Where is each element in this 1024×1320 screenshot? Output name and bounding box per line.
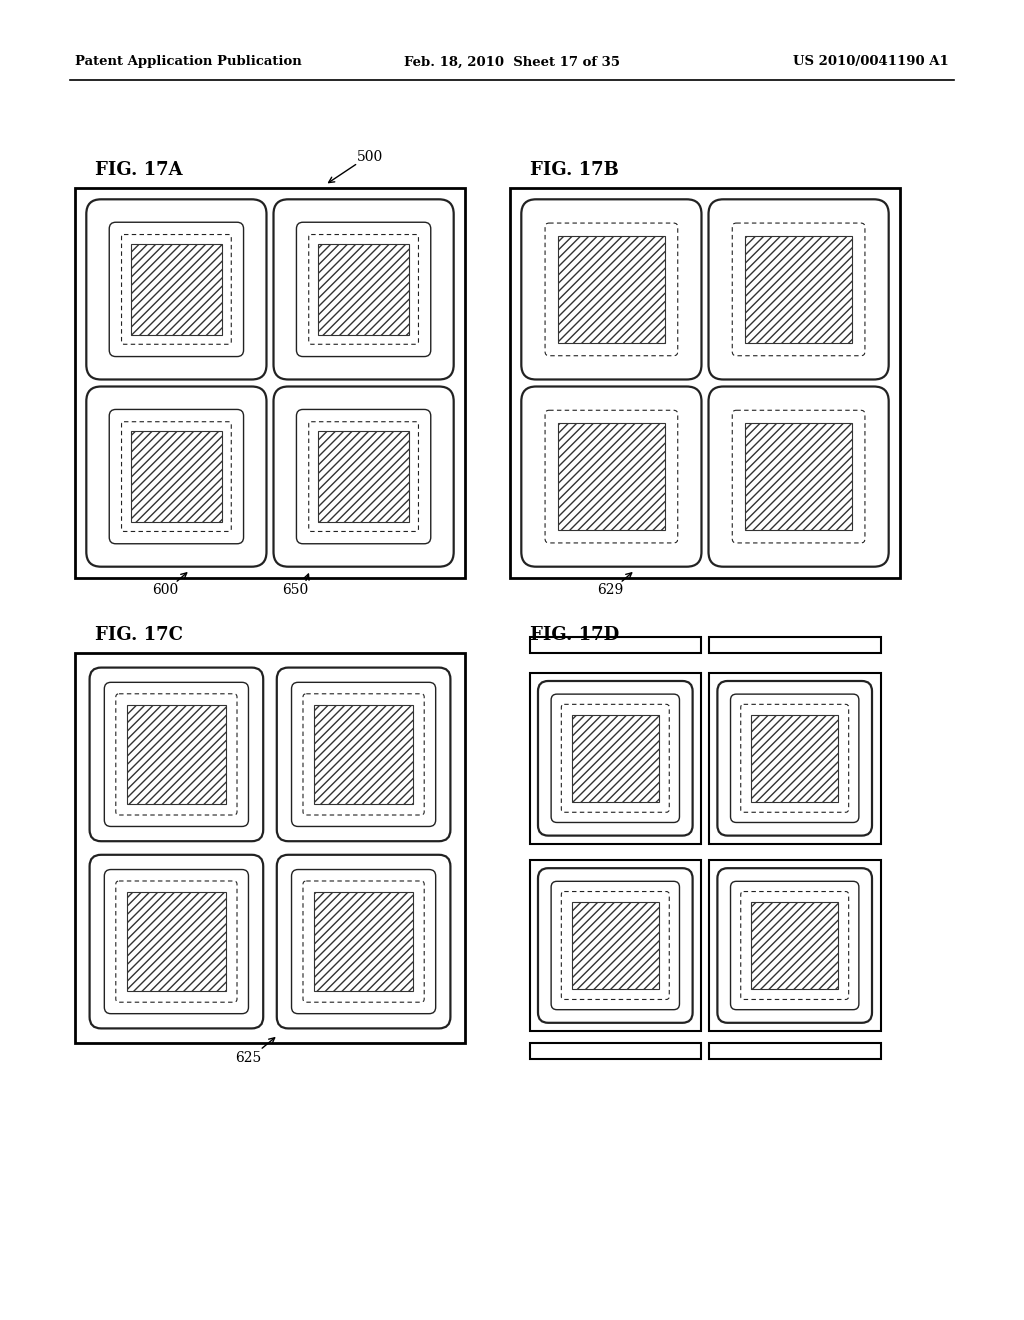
FancyBboxPatch shape [303, 880, 424, 1002]
Text: 629: 629 [597, 583, 624, 597]
FancyBboxPatch shape [545, 223, 678, 355]
Bar [314, 892, 413, 991]
FancyBboxPatch shape [718, 869, 872, 1023]
FancyBboxPatch shape [110, 409, 244, 544]
Bar [130, 243, 222, 335]
FancyBboxPatch shape [308, 235, 419, 345]
Bar [75, 187, 465, 578]
Bar [317, 430, 410, 523]
FancyBboxPatch shape [732, 223, 865, 355]
Text: Patent Application Publication: Patent Application Publication [75, 55, 302, 69]
FancyBboxPatch shape [538, 681, 692, 836]
Bar [314, 705, 413, 804]
Bar [745, 236, 852, 343]
Bar [558, 424, 665, 529]
FancyBboxPatch shape [296, 409, 431, 544]
Bar [529, 859, 701, 1031]
Text: FIG. 17C: FIG. 17C [95, 626, 183, 644]
FancyBboxPatch shape [86, 387, 266, 566]
Bar [751, 714, 839, 803]
FancyBboxPatch shape [296, 222, 431, 356]
FancyBboxPatch shape [561, 705, 670, 812]
FancyBboxPatch shape [86, 199, 266, 379]
Bar [571, 714, 659, 803]
FancyBboxPatch shape [740, 705, 849, 812]
Bar [127, 705, 225, 804]
FancyBboxPatch shape [709, 199, 889, 379]
FancyBboxPatch shape [116, 880, 237, 1002]
FancyBboxPatch shape [104, 682, 249, 826]
FancyBboxPatch shape [551, 694, 680, 822]
FancyBboxPatch shape [561, 891, 670, 999]
FancyBboxPatch shape [273, 199, 454, 379]
Text: FIG. 17B: FIG. 17B [530, 161, 618, 180]
FancyBboxPatch shape [89, 668, 263, 841]
FancyBboxPatch shape [730, 694, 859, 822]
Bar [751, 902, 839, 989]
FancyBboxPatch shape [521, 387, 701, 566]
Bar [709, 672, 881, 843]
Bar [709, 859, 881, 1031]
FancyBboxPatch shape [116, 694, 237, 814]
Text: FIG. 17A: FIG. 17A [95, 161, 182, 180]
FancyBboxPatch shape [545, 411, 678, 543]
FancyBboxPatch shape [303, 694, 424, 814]
FancyBboxPatch shape [276, 855, 451, 1028]
FancyBboxPatch shape [292, 870, 435, 1014]
Bar [529, 672, 701, 843]
Bar [130, 430, 222, 523]
Bar [317, 243, 410, 335]
Bar [529, 638, 701, 653]
Bar [709, 638, 881, 653]
FancyBboxPatch shape [110, 222, 244, 356]
Bar [745, 424, 852, 529]
FancyBboxPatch shape [521, 199, 701, 379]
Text: Feb. 18, 2010  Sheet 17 of 35: Feb. 18, 2010 Sheet 17 of 35 [404, 55, 620, 69]
FancyBboxPatch shape [740, 891, 849, 999]
Text: 600: 600 [152, 583, 178, 597]
FancyBboxPatch shape [122, 235, 231, 345]
Text: 625: 625 [234, 1051, 261, 1065]
Bar [510, 187, 900, 578]
FancyBboxPatch shape [273, 387, 454, 566]
FancyBboxPatch shape [718, 681, 872, 836]
Bar [558, 236, 665, 343]
FancyBboxPatch shape [104, 870, 249, 1014]
Text: US 2010/0041190 A1: US 2010/0041190 A1 [794, 55, 949, 69]
FancyBboxPatch shape [292, 682, 435, 826]
FancyBboxPatch shape [730, 882, 859, 1010]
Bar [75, 653, 465, 1043]
FancyBboxPatch shape [709, 387, 889, 566]
FancyBboxPatch shape [538, 869, 692, 1023]
FancyBboxPatch shape [551, 882, 680, 1010]
FancyBboxPatch shape [732, 411, 865, 543]
FancyBboxPatch shape [308, 421, 419, 532]
FancyBboxPatch shape [89, 855, 263, 1028]
Text: 500: 500 [357, 150, 383, 164]
FancyBboxPatch shape [122, 421, 231, 532]
Bar [529, 1043, 701, 1059]
FancyBboxPatch shape [276, 668, 451, 841]
Bar [709, 1043, 881, 1059]
Bar [571, 902, 659, 989]
Bar [127, 892, 225, 991]
Text: 650: 650 [282, 583, 308, 597]
Text: FIG. 17D: FIG. 17D [530, 626, 620, 644]
